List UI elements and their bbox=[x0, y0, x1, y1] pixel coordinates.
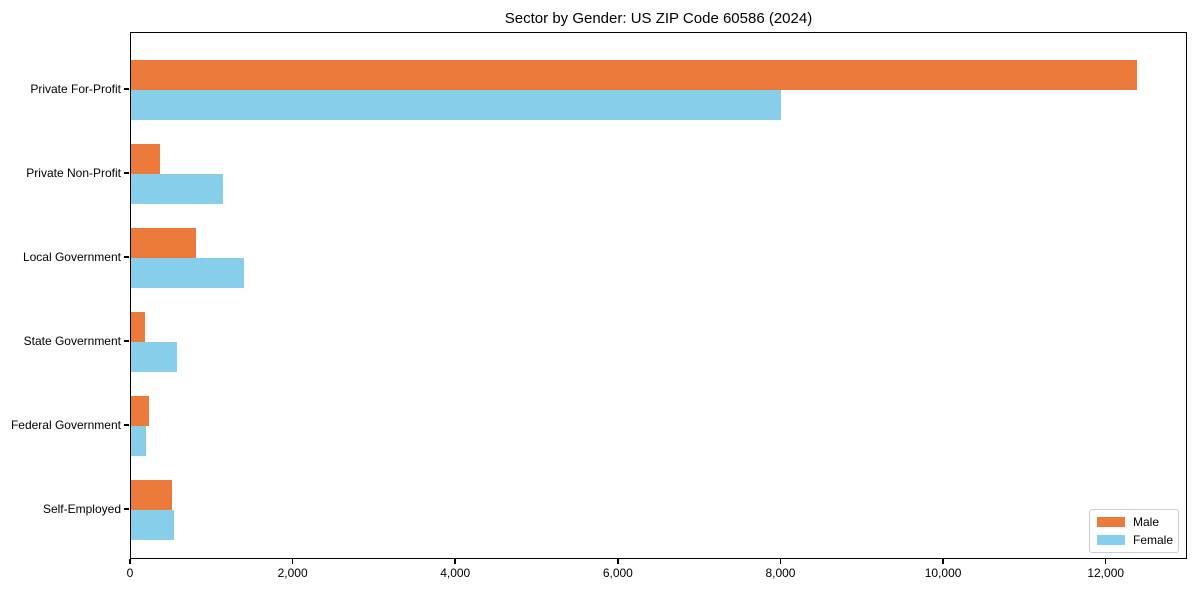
x-axis-tick bbox=[454, 559, 456, 564]
y-tick-label-private-for-profit: Private For-Profit bbox=[30, 82, 121, 96]
x-tick-label-12-000: 12,000 bbox=[1087, 566, 1125, 580]
x-axis-tick bbox=[617, 559, 619, 564]
legend-label-female: Female bbox=[1133, 532, 1174, 547]
bar-local-government-female bbox=[131, 258, 244, 288]
x-axis-tick bbox=[291, 559, 294, 564]
y-tick-label-federal-government: Federal Government bbox=[10, 418, 121, 432]
bar-private-for-profit-female bbox=[131, 90, 781, 120]
legend: Male Female bbox=[1089, 509, 1179, 553]
y-axis-tick bbox=[123, 424, 129, 426]
legend-item-male: Male bbox=[1097, 515, 1172, 529]
x-tick-label-10-000: 10,000 bbox=[924, 566, 962, 580]
bar-federal-government-female bbox=[131, 426, 146, 456]
legend-item-female: Female bbox=[1097, 532, 1174, 547]
x-axis-tick bbox=[1104, 559, 1107, 564]
bar-self-employed-male bbox=[131, 480, 172, 510]
bar-state-government-female bbox=[131, 342, 177, 372]
legend-label-male: Male bbox=[1133, 515, 1160, 530]
x-tick-label-4-000: 4,000 bbox=[440, 566, 471, 580]
bar-self-employed-female bbox=[131, 510, 174, 540]
x-tick-label-0: 0 bbox=[126, 566, 134, 580]
bar-federal-government-male bbox=[131, 396, 149, 426]
bar-local-government-male bbox=[131, 228, 196, 258]
y-tick-label-private-non-profit: Private Non-Profit bbox=[26, 166, 121, 180]
legend-swatch-female-icon bbox=[1097, 534, 1125, 545]
chart-title: Sector by Gender: US ZIP Code 60586 (202… bbox=[504, 10, 813, 27]
x-axis-tick bbox=[779, 559, 782, 564]
legend-swatch-male-icon bbox=[1097, 517, 1125, 528]
y-axis-tick bbox=[123, 256, 129, 258]
bar-private-non-profit-female bbox=[131, 174, 223, 204]
bar-private-non-profit-male bbox=[131, 144, 160, 174]
x-tick-label-2-000: 2,000 bbox=[277, 566, 308, 580]
plot-area bbox=[130, 32, 1187, 559]
x-tick-label-6-000: 6,000 bbox=[602, 566, 633, 580]
y-axis-tick bbox=[123, 172, 129, 174]
y-axis-tick bbox=[123, 508, 129, 510]
y-tick-label-local-government: Local Government bbox=[22, 250, 121, 264]
y-axis-tick bbox=[123, 88, 129, 90]
y-tick-label-state-government: State Government bbox=[23, 334, 121, 348]
x-axis-tick bbox=[942, 559, 944, 564]
bar-state-government-male bbox=[131, 312, 145, 342]
y-tick-label-self-employed: Self-Employed bbox=[42, 502, 121, 516]
x-tick-label-8-000: 8,000 bbox=[765, 566, 796, 580]
bar-private-for-profit-male bbox=[131, 60, 1137, 90]
y-axis-tick bbox=[123, 340, 129, 342]
x-axis-tick bbox=[129, 559, 131, 564]
